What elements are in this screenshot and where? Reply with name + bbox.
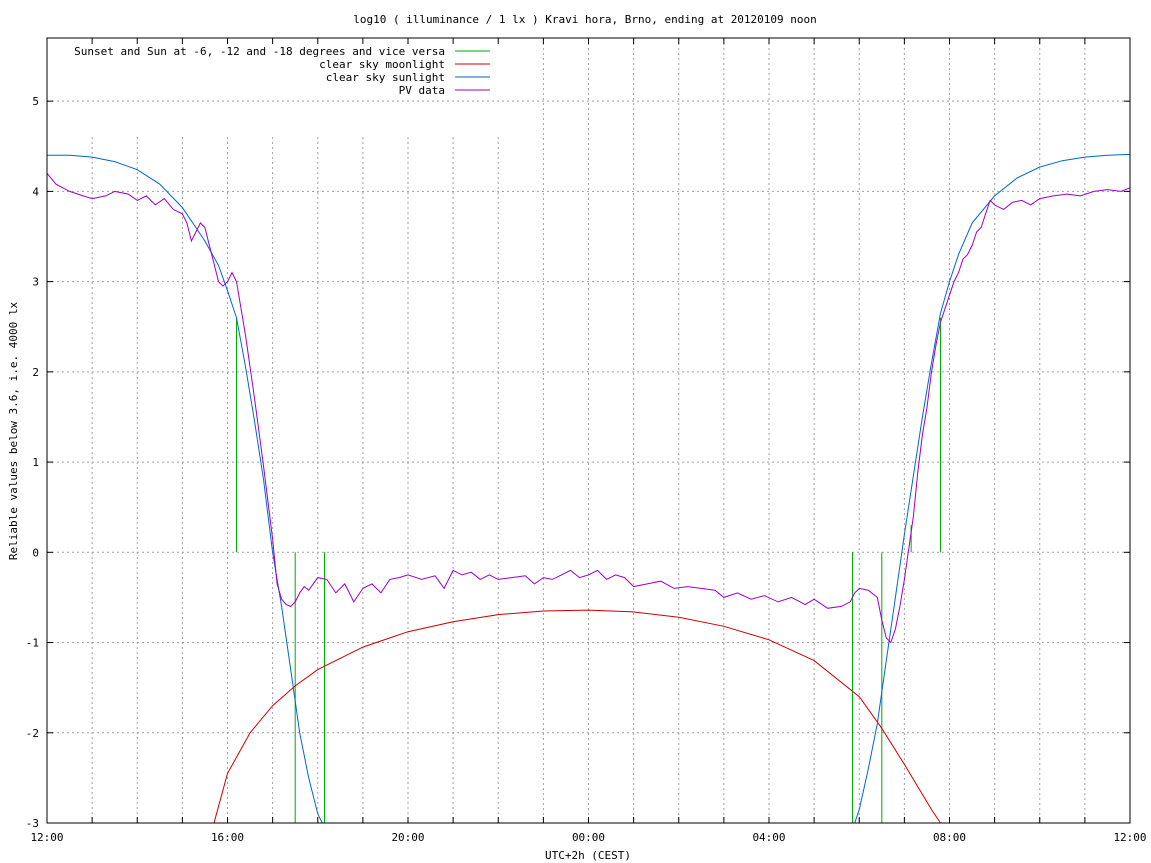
y-tick-label: 0 bbox=[32, 546, 39, 559]
x-axis-label: UTC+2h (CEST) bbox=[545, 849, 631, 862]
y-tick-label: -3 bbox=[26, 817, 39, 830]
y-tick-label: 3 bbox=[32, 276, 39, 289]
legend-entry-label: Sunset and Sun at -6, -12 and -18 degree… bbox=[74, 45, 445, 58]
x-tick-label: 08:00 bbox=[933, 831, 966, 844]
axes: -3 -2 -1 0 1 2 3 4 5 12:00 16:00 20:00 00:00 04:00 08:… bbox=[26, 37, 1147, 844]
legend-entry-label: clear sky moonlight bbox=[319, 58, 445, 71]
y-tick-label: 1 bbox=[32, 456, 39, 469]
grid bbox=[47, 38, 1130, 823]
y-tick-label: 2 bbox=[32, 366, 39, 379]
x-tick-label: 20:00 bbox=[391, 831, 424, 844]
series-pv-data-line bbox=[46, 172, 1131, 644]
x-tick-label: 04:00 bbox=[752, 831, 785, 844]
x-tick-label: 12:00 bbox=[30, 831, 63, 844]
legend-entry-label: clear sky sunlight bbox=[326, 71, 445, 84]
x-tick-label: 00:00 bbox=[572, 831, 605, 844]
plot-frame bbox=[46, 37, 1131, 824]
x-tick-label: 16:00 bbox=[211, 831, 244, 844]
legend-entry-label: PV data bbox=[399, 84, 445, 97]
series-twilight-markers bbox=[236, 317, 941, 823]
y-tick-label: 5 bbox=[32, 95, 39, 108]
y-tick-label: -2 bbox=[26, 727, 39, 740]
chart-title: log10 ( illuminance / 1 lx ) Kravi hora,… bbox=[353, 13, 817, 26]
x-tick-label: 12:00 bbox=[1113, 831, 1146, 844]
y-axis-label: Reliable values below 3.6, i.e. 4000 lx bbox=[7, 301, 20, 560]
legend: Sunset and Sun at -6, -12 and -18 degree… bbox=[74, 45, 490, 97]
y-tick-label: 4 bbox=[32, 185, 39, 198]
y-tick-label: -1 bbox=[26, 637, 39, 650]
series-moonlight-line bbox=[213, 609, 941, 824]
